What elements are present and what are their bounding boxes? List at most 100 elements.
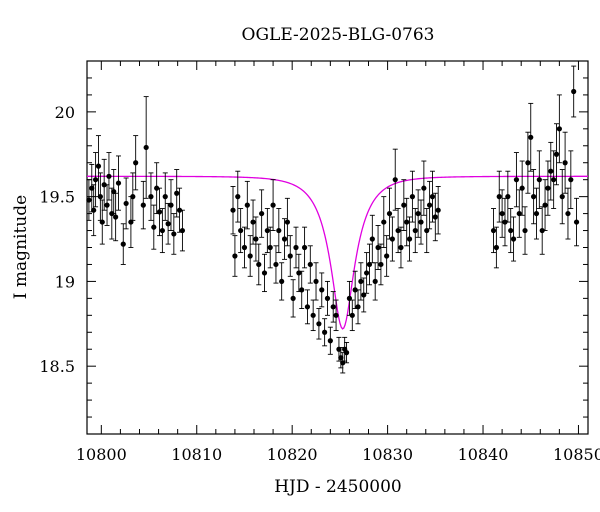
data-point (352, 287, 358, 293)
data-point (355, 304, 361, 310)
data-point (307, 261, 313, 268)
data-point (562, 160, 568, 166)
data-point (261, 270, 268, 276)
data-point (235, 194, 241, 200)
data-point (565, 210, 571, 217)
data-point (421, 185, 427, 191)
data-point (426, 202, 433, 208)
data-point (531, 194, 537, 200)
data-point (133, 160, 139, 166)
data-point (496, 194, 502, 200)
data-point (156, 209, 163, 215)
data-point (533, 210, 540, 217)
data-point (404, 219, 410, 225)
data-point (324, 295, 331, 301)
data-point (378, 261, 384, 268)
data-point (358, 278, 364, 285)
y-axis-label: I magnitude (11, 195, 31, 299)
data-point (553, 151, 560, 157)
data-point (238, 227, 244, 234)
data-point (319, 287, 325, 293)
model-curve (87, 175, 588, 330)
data-point (287, 253, 293, 259)
data-point (551, 177, 557, 183)
y-tick-label: 19.5 (39, 188, 75, 207)
data-point (333, 312, 339, 318)
data-point (264, 227, 270, 234)
data-point (97, 194, 103, 200)
data-point (542, 202, 548, 208)
data-point (327, 338, 333, 344)
data-point (95, 163, 102, 169)
data-point (499, 210, 505, 217)
data-point (559, 194, 565, 200)
data-point (372, 278, 378, 285)
data-point (159, 227, 165, 234)
y-tick-labels: 18.5 19 19.5 20 (39, 103, 75, 376)
data-point (273, 261, 279, 268)
data-point (556, 126, 562, 132)
data-point (123, 200, 129, 207)
data-point (120, 241, 126, 247)
data-point (415, 210, 421, 217)
data-point (505, 194, 511, 200)
data-point (401, 202, 407, 208)
data-point (330, 304, 336, 310)
x-tick-label: 10850 (553, 445, 600, 464)
x-tick-labels: 10800 10810 10820 10830 10840 10850 (76, 445, 600, 464)
data-point (230, 207, 236, 213)
data-point (250, 219, 256, 225)
data-point (349, 312, 355, 318)
data-point (525, 160, 531, 166)
data-point (284, 219, 290, 225)
data-point (510, 236, 517, 242)
chart-title: OGLE-2025-BLG-0763 (242, 25, 435, 45)
data-point (568, 177, 574, 183)
data-point (573, 219, 580, 225)
data-point (539, 227, 545, 234)
data-point (179, 227, 186, 234)
data-point (304, 304, 311, 310)
data-point (548, 168, 554, 174)
x-tick-label: 10830 (362, 445, 413, 464)
data-point (165, 221, 171, 227)
data-point (241, 244, 248, 251)
data-point (92, 177, 99, 183)
data-point (389, 236, 395, 242)
data-point (490, 227, 497, 234)
y-tick-label: 20 (55, 103, 75, 122)
data-point (143, 144, 149, 151)
data-point (386, 210, 393, 217)
data-point (162, 194, 168, 200)
data-point (99, 219, 105, 225)
data-point (140, 202, 146, 208)
data-point (536, 177, 542, 183)
data-point (174, 190, 180, 196)
data-point (435, 207, 441, 213)
data-point (343, 350, 350, 356)
data-point (432, 214, 438, 220)
data-point (409, 194, 416, 200)
x-tick-label: 10800 (76, 445, 127, 464)
data-point (253, 236, 259, 242)
data-point (232, 253, 238, 259)
data-point (398, 244, 404, 251)
data-point (171, 231, 177, 237)
data-point (293, 244, 299, 251)
data-point (106, 173, 112, 179)
data-point (168, 202, 174, 208)
data-point (259, 210, 265, 217)
data-point (384, 253, 390, 259)
data-point (522, 227, 528, 234)
data-point (375, 244, 381, 251)
data-point (299, 287, 305, 293)
data-point (176, 207, 183, 213)
data-point (276, 227, 282, 234)
data-point (91, 207, 97, 213)
x-axis-label: HJD - 2450000 (274, 477, 402, 497)
data-point (381, 219, 387, 225)
data-point (519, 185, 525, 191)
data-point (310, 312, 316, 318)
data-point (154, 185, 160, 191)
data-point (301, 244, 308, 251)
